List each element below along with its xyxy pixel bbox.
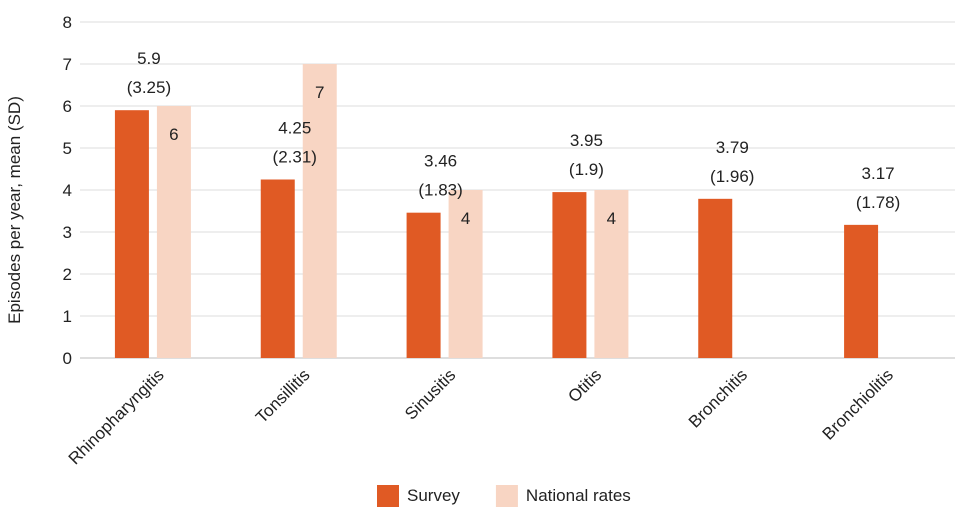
data-label-national: 4 (607, 209, 616, 228)
y-tick-label: 6 (63, 97, 72, 116)
x-tick-label: Sinusitis (401, 365, 459, 423)
y-tick-label: 5 (63, 139, 72, 158)
legend-swatch (377, 485, 399, 507)
data-label-survey-mean: 3.17 (862, 164, 895, 183)
x-tick-label: Otitis (564, 365, 605, 406)
data-label-national: 6 (169, 125, 178, 144)
bar-survey (698, 198, 733, 358)
y-tick-label: 7 (63, 55, 72, 74)
data-label-survey-mean: 3.46 (424, 152, 457, 171)
data-label-survey-sd: (1.9) (569, 160, 604, 179)
bar-survey (844, 224, 879, 358)
y-tick-label: 3 (63, 223, 72, 242)
legend-item: Survey (377, 485, 460, 507)
data-label-national: 7 (315, 83, 324, 102)
y-tick-label: 4 (63, 181, 72, 200)
data-label-survey-mean: 4.25 (278, 119, 311, 138)
bar-survey (406, 212, 441, 358)
data-label-national: 4 (461, 209, 470, 228)
bar-survey (114, 110, 149, 358)
legend-label: Survey (407, 486, 460, 505)
data-label-survey-mean: 3.95 (570, 131, 603, 150)
data-label-survey-mean: 3.79 (716, 138, 749, 157)
bar-national-rates (594, 190, 629, 358)
bar-survey (260, 179, 295, 358)
y-tick-label: 8 (63, 13, 72, 32)
legend: Survey National rates (377, 485, 631, 507)
y-tick-label: 1 (63, 307, 72, 326)
y-tick-label: 2 (63, 265, 72, 284)
x-tick-label: Rhinopharyngitis (65, 365, 168, 468)
gridlines (80, 21, 955, 359)
legend-swatch (495, 485, 518, 507)
x-axis-tick-labels: Rhinopharyngitis Tonsillitis Sinusitis Otit… (65, 365, 897, 468)
bar-national-rates (448, 190, 483, 358)
legend-item: National rates (495, 485, 631, 507)
bar-national-rates (302, 64, 337, 358)
x-tick-label: Tonsillitis (252, 365, 314, 427)
bar-national-rates (156, 106, 191, 358)
y-axis-label: Episodes per year, mean (SD) (5, 96, 24, 324)
data-label-survey-sd: (1.78) (856, 193, 900, 212)
data-labels: 5.9 (3.25) 6 4.25 (2.31) 7 3.46 (1.83) 4 3.95 (1.9… (127, 49, 901, 228)
data-label-survey-sd: (3.25) (127, 78, 171, 97)
y-tick-label: 0 (63, 349, 72, 368)
x-tick-label: Bronchitis (685, 365, 751, 431)
x-tick-label: Bronchiolitis (819, 365, 897, 443)
data-label-survey-mean: 5.9 (137, 49, 161, 68)
bars (114, 64, 879, 358)
data-label-survey-sd: (1.96) (710, 167, 754, 186)
data-label-survey-sd: (2.31) (273, 148, 317, 167)
data-label-survey-sd: (1.83) (418, 181, 462, 200)
bar-survey (552, 192, 587, 358)
y-axis-tick-labels: 0 1 2 3 4 5 6 7 8 (63, 13, 72, 368)
legend-label: National rates (526, 486, 631, 505)
